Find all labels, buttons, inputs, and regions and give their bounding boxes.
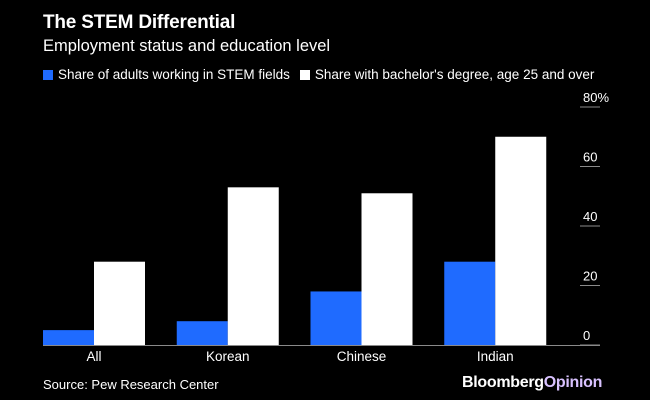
bar-bachelors-indian — [495, 136, 547, 345]
brand-main: Bloomberg — [462, 374, 544, 391]
y-tick-label: 80% — [583, 90, 609, 105]
legend-swatch-bachelors — [299, 69, 310, 80]
legend-label-stem: Share of adults working in STEM fields — [58, 67, 290, 82]
legend-item-bachelors: Share with bachelor's degree, age 25 and… — [299, 67, 595, 82]
y-tick-label: 20 — [583, 269, 597, 284]
y-tick-label: 40 — [583, 209, 597, 224]
source-note: Source: Pew Research Center — [43, 377, 219, 392]
bar-stem-korean — [176, 321, 228, 345]
x-tick-label: Chinese — [337, 349, 387, 364]
bar-bachelors-all — [94, 261, 145, 345]
bar-bachelors-korean — [227, 187, 279, 345]
x-tick-label: All — [86, 349, 101, 364]
y-tick-label: 0 — [583, 328, 590, 343]
brand-logo: BloombergOpinion — [462, 374, 602, 392]
chart-title: The STEM Differential — [43, 12, 236, 33]
bar-stem-all — [43, 330, 94, 345]
bar-bachelors-chinese — [361, 193, 413, 345]
bar-stem-indian — [444, 261, 496, 345]
bar-stem-chinese — [310, 291, 362, 345]
legend-label-bachelors: Share with bachelor's degree, age 25 and… — [314, 67, 595, 82]
legend-item-stem: Share of adults working in STEM fields — [43, 67, 290, 82]
y-tick-label: 60 — [583, 150, 597, 165]
legend: Share of adults working in STEM fields S… — [43, 67, 594, 82]
legend-swatch-stem — [43, 69, 53, 80]
brand-accent: Opinion — [543, 374, 603, 391]
chart-subtitle: Employment status and education level — [43, 37, 331, 55]
x-tick-label: Korean — [206, 349, 250, 364]
x-tick-label: Indian — [477, 349, 514, 364]
